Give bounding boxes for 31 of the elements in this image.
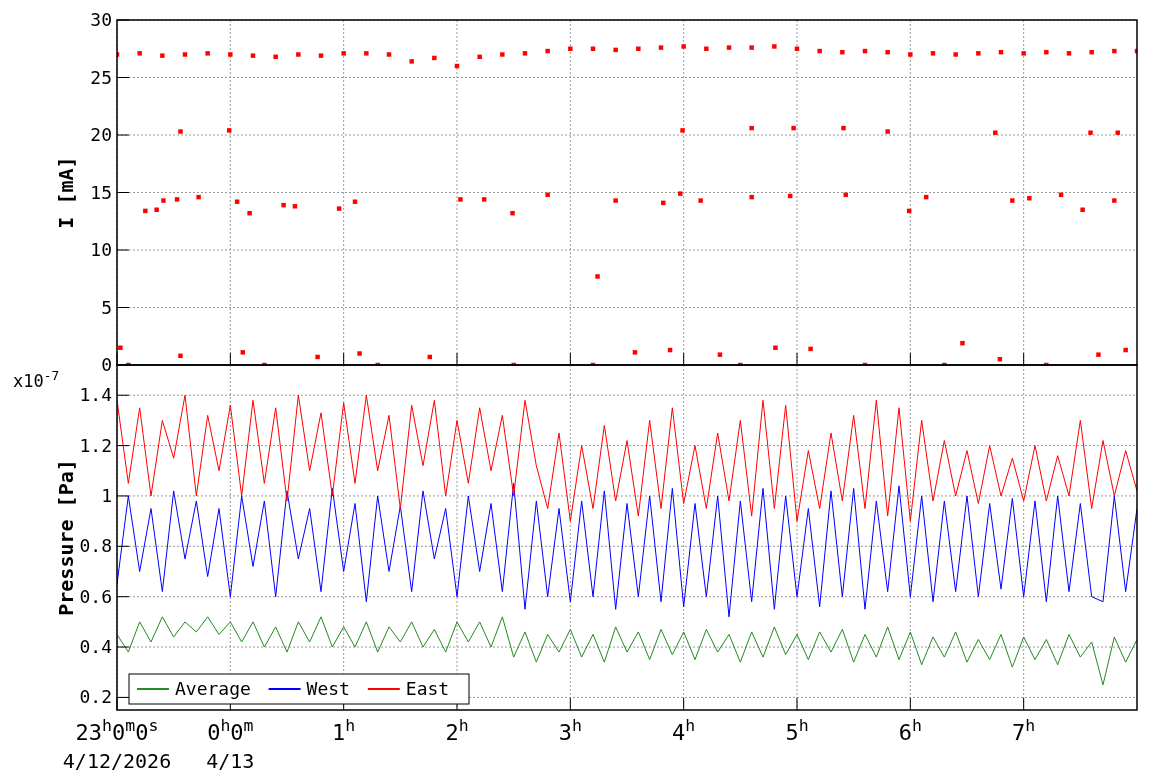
y-tick-label: 20: [90, 124, 112, 145]
y-tick-label: 30: [90, 9, 112, 30]
y-tick-label: 25: [90, 66, 112, 88]
y-tick-label: 0.6: [79, 585, 112, 607]
y-tick-label: 0.2: [79, 686, 112, 708]
y-tick-label: 0.4: [79, 636, 112, 658]
legend-label: West: [306, 678, 350, 699]
x-tick-label: 5$^{h}$: [785, 715, 809, 745]
y-tick-label: 1: [101, 484, 112, 506]
y-tick-label: 5: [101, 296, 112, 318]
y-axis-title: Pressure [Pa]: [54, 459, 78, 616]
x-tick-label: 1$^{h}$: [332, 715, 356, 745]
legend-label: Average: [175, 678, 251, 699]
x-tick-label: 2$^{h}$: [445, 715, 469, 745]
y-tick-label: 10: [90, 239, 112, 260]
y-tick-label: 15: [90, 181, 112, 203]
x-tick-label: 3$^{h}$: [558, 715, 582, 745]
text: x10$^{-7}$: [13, 367, 60, 391]
y-tick-label: 0: [101, 354, 112, 375]
line-series: [117, 394, 1137, 522]
y-axis-title: I [mA]: [54, 156, 78, 229]
x-tick-label: 6$^{h}$: [898, 715, 922, 745]
legend-label: East: [405, 678, 450, 699]
y-tick-label: 0.8: [79, 535, 112, 557]
line-series: [117, 482, 1137, 618]
y-tick-label: 1.2: [79, 434, 112, 456]
x-tick-label: 0$^{h}$0$^{m}$ 4/13: [206, 715, 255, 773]
x-tick-label: 4$^{h}$: [672, 715, 696, 745]
y-tick-label: 1.4: [79, 384, 112, 406]
x-tick-label: 23$^{h}$0$^{m}$0$^{s}$ 4/12/2026: [62, 715, 172, 773]
x-tick-label: 7$^{h}$: [1012, 715, 1036, 745]
